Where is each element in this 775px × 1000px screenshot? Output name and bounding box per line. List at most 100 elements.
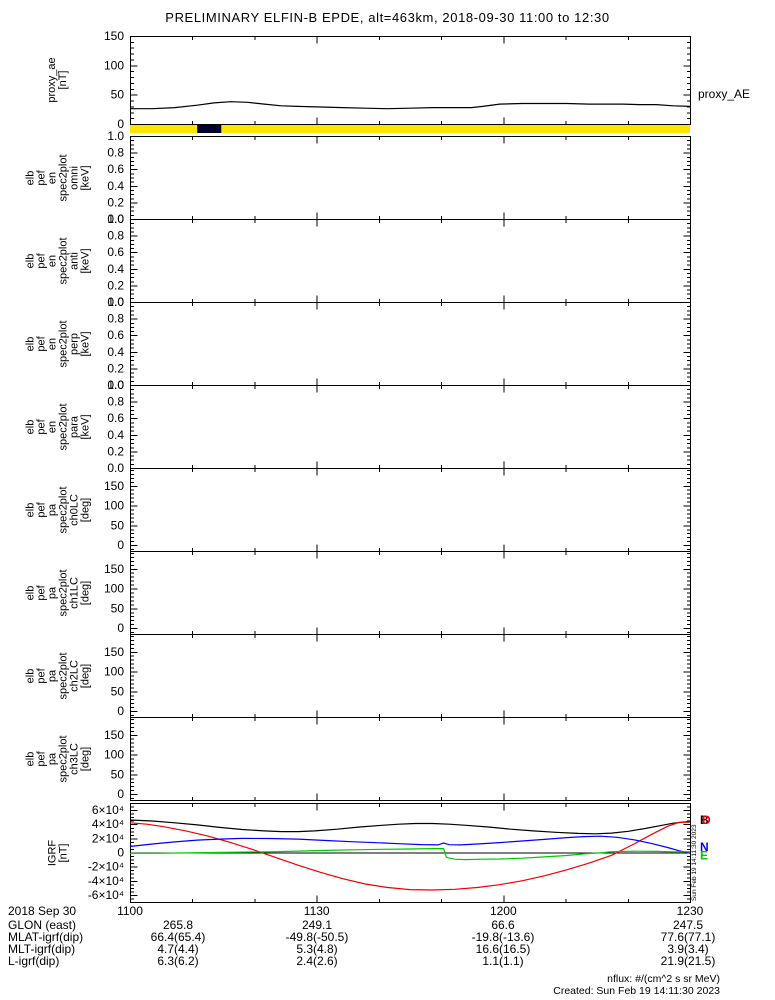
axis-ticks bbox=[130, 717, 691, 801]
panel-canvas-elb_pef_en_spec2plot_para: 0.0 0.2 0.4 0.6 0.8 1.0 bbox=[107, 378, 691, 475]
y-tick-label: 2×10⁴ bbox=[92, 831, 124, 845]
panel-elb_pef_pa_spec2plot_ch1LC: 0 50 100 150 elb pef pa spec2plot ch1LC [deg… bbox=[0, 551, 775, 635]
panel-frame bbox=[130, 551, 691, 635]
info-row-value: -19.8(-13.6) bbox=[471, 930, 535, 944]
y-tick-label: 0.8 bbox=[107, 146, 124, 160]
y-tick-label: 0.2 bbox=[107, 278, 124, 292]
panel-frame bbox=[130, 36, 691, 125]
y-tick-label: 0.2 bbox=[107, 361, 124, 375]
y-tick-label: 0.2 bbox=[107, 444, 124, 458]
info-row-value: 1.1(1.1) bbox=[482, 954, 524, 968]
y-tick-label: 0.0 bbox=[107, 295, 124, 309]
y-axis-label-elb_pef_pa_spec2plot_ch2LC: elb pef pa spec2plot ch2LC [deg] bbox=[24, 651, 91, 700]
axis-ticks bbox=[130, 302, 691, 386]
panel-canvas-proxy_ae: 0 50 100 150 bbox=[104, 29, 691, 131]
y-tick-label: 0.4 bbox=[107, 262, 124, 276]
y-tick-label: 0 bbox=[117, 787, 124, 801]
y-tick-label: 0.6 bbox=[107, 411, 124, 425]
info-row-value: 247.5 bbox=[672, 918, 704, 932]
y-axis-label-elb_pef_en_spec2plot_anti: elb pef en spec2plot anti [keV] bbox=[24, 236, 91, 285]
y-tick-label: 0 bbox=[117, 538, 124, 552]
y-tick-label: 0.6 bbox=[107, 328, 124, 342]
panel-canvas-elb_pef_pa_spec2plot_ch3LC: 0 50 100 150 bbox=[104, 717, 691, 801]
panel-canvas-elb_pef_pa_spec2plot_ch1LC: 0 50 100 150 bbox=[104, 551, 691, 635]
panel-canvas-elb_pef_pa_spec2plot_ch2LC: 0 50 100 150 bbox=[104, 634, 691, 718]
y-tick-label: 150 bbox=[104, 479, 124, 493]
y-axis-label-elb_pef_pa_spec2plot_ch0LC: elb pef pa spec2plot ch0LC [deg] bbox=[24, 485, 91, 534]
info-row-value: 265.8 bbox=[162, 918, 194, 932]
y-axis-label-elb_pef_en_spec2plot_omni: elb pef en spec2plot omni [keV] bbox=[24, 153, 91, 202]
y-tick-label: 0.2 bbox=[107, 195, 124, 209]
info-row-value: 249.1 bbox=[301, 918, 333, 932]
axis-ticks bbox=[130, 551, 691, 635]
axis-ticks bbox=[130, 219, 691, 303]
panel-availability_bar bbox=[0, 125, 775, 133]
series-D bbox=[129, 821, 691, 891]
series-N bbox=[129, 835, 691, 854]
series-label-D: D bbox=[702, 813, 711, 827]
time-tick-label: 1100 bbox=[117, 904, 143, 918]
info-row-value: 66.6 bbox=[491, 918, 515, 932]
y-tick-label: 6×10⁴ bbox=[92, 803, 124, 817]
info-row-label: L-igrf(dip) bbox=[8, 954, 60, 968]
y-tick-label: -6×10⁴ bbox=[88, 888, 124, 902]
y-tick-label: 100 bbox=[104, 665, 124, 679]
y-tick-label: 0.8 bbox=[107, 229, 124, 243]
y-tick-label: 100 bbox=[104, 499, 124, 513]
panel-frame bbox=[130, 634, 691, 718]
y-tick-label: 50 bbox=[111, 88, 125, 102]
y-tick-label: 0.8 bbox=[107, 312, 124, 326]
y-tick-label: 1.0 bbox=[107, 212, 124, 226]
y-tick-label: 1.0 bbox=[107, 378, 124, 392]
series-E bbox=[130, 848, 691, 861]
y-tick-label: 0.4 bbox=[107, 179, 124, 193]
y-tick-label: -2×10⁴ bbox=[88, 860, 124, 874]
y-tick-label: 0.0 bbox=[107, 461, 124, 475]
y-tick-label: 0.0 bbox=[107, 212, 124, 226]
y-tick-label: 0 bbox=[117, 117, 124, 131]
info-row-value: 5.3(4.8) bbox=[296, 942, 338, 956]
panel-frame bbox=[130, 468, 691, 552]
panel-elb_pef_pa_spec2plot_ch2LC: 0 50 100 150 elb pef pa spec2plot ch2LC [deg… bbox=[0, 634, 775, 718]
y-tick-label: 150 bbox=[104, 562, 124, 576]
y-tick-label: 50 bbox=[111, 601, 125, 615]
time-tick-label: 1130 bbox=[303, 904, 330, 918]
info-row-label: GLON (east) bbox=[8, 918, 77, 932]
y-axis-label-elb_pef_en_spec2plot_para: elb pef en spec2plot para [keV] bbox=[24, 402, 91, 451]
panel-frame bbox=[130, 136, 691, 220]
axis-ticks bbox=[130, 36, 691, 125]
date-label: 2018 Sep 30 bbox=[8, 904, 77, 918]
footer: nflux: #/(cm^2 s sr MeV) Created: Sun Fe… bbox=[553, 973, 720, 997]
y-tick-label: 150 bbox=[104, 29, 124, 43]
axis-ticks bbox=[130, 385, 691, 469]
y-tick-label: 0.4 bbox=[107, 345, 124, 359]
panel-canvas-availability_bar bbox=[130, 125, 690, 133]
y-tick-label: 0.8 bbox=[107, 395, 124, 409]
series-label-E: E bbox=[700, 849, 708, 863]
y-axis-label-elb_pef_en_spec2plot_perp: elb pef en spec2plot perp [keV] bbox=[24, 319, 91, 368]
series-B bbox=[129, 819, 691, 835]
info-row-value: 2.4(2.6) bbox=[296, 954, 338, 968]
y-tick-label: 50 bbox=[111, 518, 125, 532]
panel-frame bbox=[130, 302, 691, 386]
info-row-value: 21.9(21.5) bbox=[660, 954, 716, 968]
panel-canvas-elb_pef_pa_spec2plot_ch0LC: 0 50 100 150 bbox=[104, 468, 691, 552]
footer-units-label: nflux: #/(cm^2 s sr MeV) bbox=[607, 973, 720, 985]
y-tick-label: 0.0 bbox=[107, 378, 124, 392]
y-tick-label: 150 bbox=[104, 645, 124, 659]
series-proxy_AE bbox=[130, 101, 691, 110]
panel-canvas-elb_pef_en_spec2plot_perp: 0.0 0.2 0.4 0.6 0.8 1.0 bbox=[107, 295, 691, 392]
panel-proxy_ae: 0 50 100 150 proxy_AE proxy_ae [nT] bbox=[0, 29, 775, 131]
y-tick-label: 4×10⁴ bbox=[92, 817, 124, 831]
availability-segment bbox=[197, 125, 222, 133]
y-axis-label-elb_pef_pa_spec2plot_ch3LC: elb pef pa spec2plot ch3LC [deg] bbox=[24, 734, 91, 783]
info-row-label: MLT-igrf(dip) bbox=[8, 942, 76, 956]
axis-ticks bbox=[130, 634, 691, 718]
y-tick-label: 1.0 bbox=[107, 129, 124, 143]
y-axis-label-elb_pef_pa_spec2plot_ch1LC: elb pef pa spec2plot ch1LC [deg] bbox=[24, 568, 91, 617]
y-tick-label: 1.0 bbox=[107, 295, 124, 309]
time-tick-label: 1200 bbox=[489, 904, 517, 918]
y-tick-label: 50 bbox=[111, 684, 125, 698]
panel-frame bbox=[130, 219, 691, 303]
